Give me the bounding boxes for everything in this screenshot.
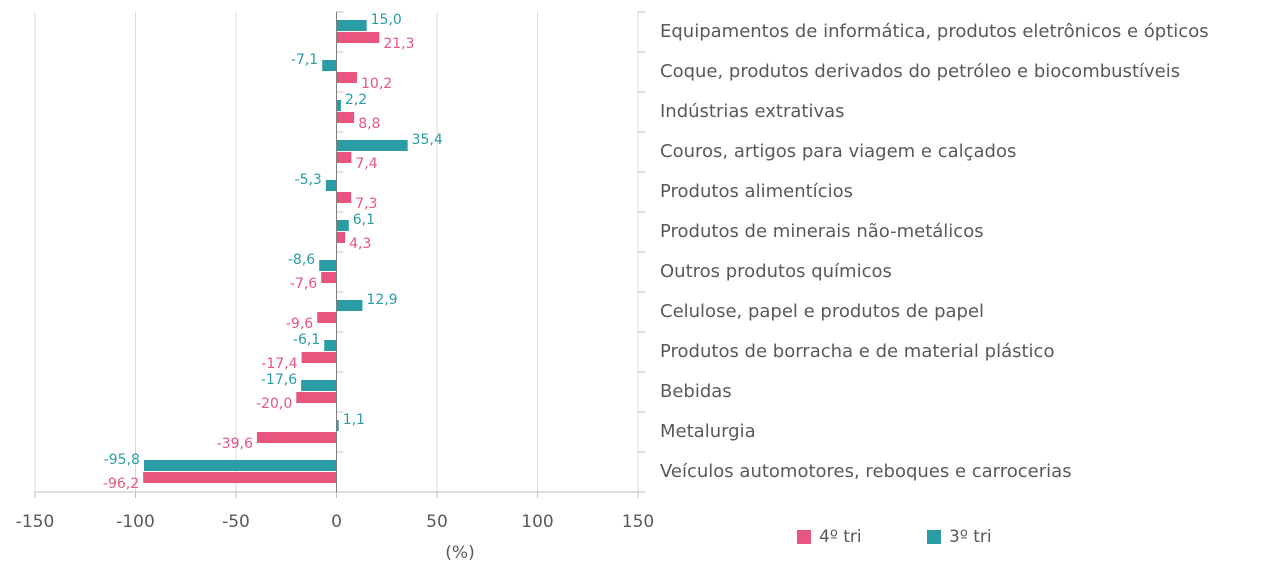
x-tick-label: 0	[331, 512, 342, 532]
legend-label: 4º tri	[819, 527, 862, 547]
bar	[336, 152, 352, 163]
value-label: -5,3	[295, 172, 322, 188]
legend-swatch	[797, 530, 811, 544]
value-label: -20,0	[256, 396, 292, 412]
category-label: Equipamentos de informática, produtos el…	[660, 21, 1209, 42]
value-label: 1,1	[343, 412, 365, 428]
bar	[325, 180, 337, 191]
value-label: 12,9	[366, 292, 397, 308]
legend-swatch	[927, 530, 941, 544]
x-tick-label: -150	[16, 512, 55, 532]
x-tick-label: 150	[622, 512, 654, 532]
category-label: Veículos automotores, reboques e carroce…	[660, 461, 1072, 482]
category-label: Produtos alimentícios	[660, 181, 853, 202]
category-label: Couros, artigos para viagem e calçados	[660, 141, 1016, 162]
x-axis-label: (%)	[445, 543, 474, 563]
value-label: 7,4	[355, 156, 377, 172]
x-tick-label: 100	[521, 512, 553, 532]
value-label: 2,2	[345, 92, 367, 108]
value-label: -9,6	[286, 316, 313, 332]
category-label: Bebidas	[660, 381, 732, 402]
value-label: 4,3	[349, 236, 371, 252]
bar	[336, 192, 352, 203]
bar	[324, 340, 337, 351]
bar	[336, 220, 349, 231]
value-label: 10,2	[361, 76, 392, 92]
value-label: -7,1	[291, 52, 318, 68]
value-label: 15,0	[371, 12, 402, 28]
bar	[256, 432, 337, 443]
category-label: Produtos de minerais não-metálicos	[660, 221, 984, 242]
bar	[336, 300, 363, 311]
legend-label: 3º tri	[949, 527, 992, 547]
value-label: -39,6	[217, 436, 253, 452]
value-label: -95,8	[104, 452, 140, 468]
value-label: 8,8	[358, 116, 380, 132]
category-label: Produtos de borracha e de material plást…	[660, 341, 1054, 362]
bar	[336, 72, 358, 83]
category-label: Indústrias extrativas	[660, 101, 845, 122]
x-tick-label: -50	[222, 512, 250, 532]
value-label: 7,3	[355, 196, 377, 212]
bar	[322, 60, 337, 71]
value-label: -96,2	[103, 476, 139, 492]
bar	[336, 100, 341, 111]
value-label: -6,1	[293, 332, 320, 348]
category-label: Outros produtos químicos	[660, 261, 892, 282]
category-label: Celulose, papel e produtos de papel	[660, 301, 984, 322]
bar	[336, 32, 380, 43]
value-label: -8,6	[288, 252, 315, 268]
bar	[336, 112, 355, 123]
value-label: -17,6	[261, 372, 297, 388]
bar	[321, 272, 337, 283]
category-label: Metalurgia	[660, 421, 756, 442]
value-label: 6,1	[353, 212, 375, 228]
bar	[336, 420, 339, 431]
bar	[296, 392, 337, 403]
bar	[143, 460, 337, 471]
bar	[301, 352, 337, 363]
x-tick-label: -100	[116, 512, 155, 532]
bar	[143, 472, 337, 483]
value-label: -17,4	[261, 356, 297, 372]
bar	[336, 20, 367, 31]
bar	[319, 260, 337, 271]
value-label: 21,3	[383, 36, 414, 52]
bar	[301, 380, 337, 391]
bar	[336, 232, 346, 243]
x-tick-label: 50	[426, 512, 448, 532]
value-label: -7,6	[290, 276, 317, 292]
bar	[336, 140, 408, 151]
value-label: 35,4	[412, 132, 443, 148]
category-label: Coque, produtos derivados do petróleo e …	[660, 61, 1180, 82]
bar	[317, 312, 337, 323]
